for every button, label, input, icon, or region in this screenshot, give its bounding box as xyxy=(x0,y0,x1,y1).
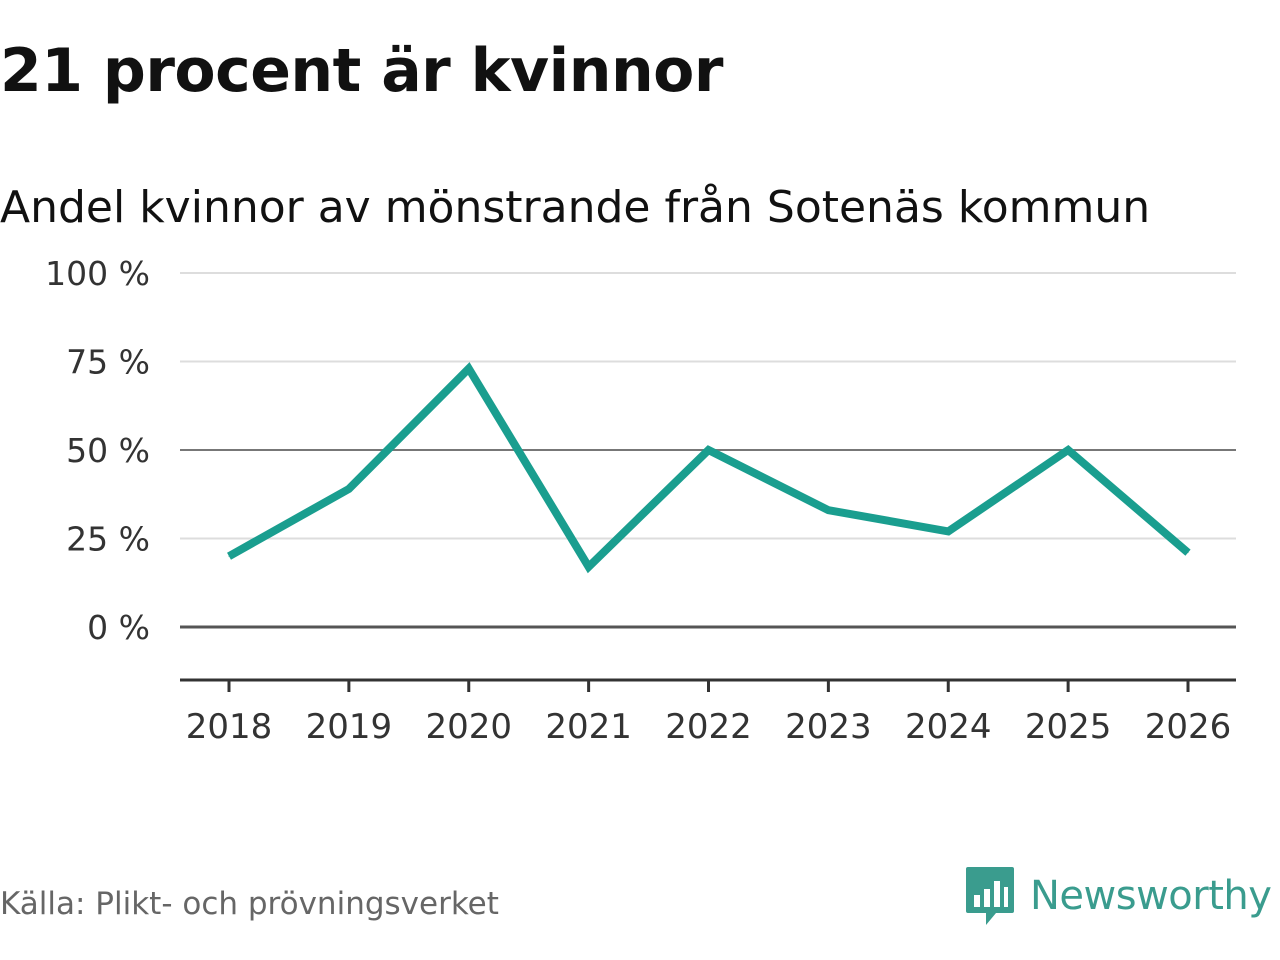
y-tick-label-75: 75 % xyxy=(66,343,150,382)
x-tick-label-2026: 2026 xyxy=(1145,707,1232,747)
data-point-2023 xyxy=(827,509,829,511)
x-axis: 2018 2019 2020 2021 2022 2023 2024 2025 2026 xyxy=(180,678,1236,747)
x-tick-label-2023: 2023 xyxy=(785,707,872,747)
data-point-2018 xyxy=(228,555,230,557)
series-layer xyxy=(227,362,1191,574)
x-tick-label-2019: 2019 xyxy=(306,707,393,747)
source-note: Källa: Plikt- och prövningsverket xyxy=(0,886,499,922)
x-tick-label-2025: 2025 xyxy=(1025,707,1112,747)
x-tick-label-2021: 2021 xyxy=(545,707,632,747)
y-axis-tick-labels: 0 % 25 % 50 % 75 % 100 % xyxy=(45,254,150,647)
x-tick-label-2020: 2020 xyxy=(425,707,512,747)
data-point-2022 xyxy=(708,449,709,451)
brand-name: Newsworthy xyxy=(1030,873,1272,919)
y-tick-label-0: 0 % xyxy=(87,608,150,647)
chart-subtitle: Andel kvinnor av mönstrande från Sotenäs… xyxy=(0,182,1151,233)
brand-logo: Newsworthy xyxy=(964,864,1272,928)
x-tick-label-2018: 2018 xyxy=(186,707,273,747)
y-tick-label-25: 25 % xyxy=(66,520,150,559)
series-line-0 xyxy=(227,362,1191,574)
data-point-2025 xyxy=(1067,449,1069,451)
data-point-2024 xyxy=(947,530,949,532)
data-point-2021 xyxy=(588,566,590,568)
data-point-2020 xyxy=(468,368,470,370)
y-tick-label-100: 100 % xyxy=(45,254,150,293)
data-point-2026 xyxy=(1187,552,1189,554)
bar-chart-speech-bubble-icon xyxy=(966,867,1014,925)
data-point-2019 xyxy=(348,488,350,490)
x-tick-label-2024: 2024 xyxy=(905,707,992,747)
chart-title: 21 procent är kvinnor xyxy=(0,36,723,106)
y-tick-label-50: 50 % xyxy=(66,431,150,470)
x-tick-label-2022: 2022 xyxy=(665,707,752,747)
